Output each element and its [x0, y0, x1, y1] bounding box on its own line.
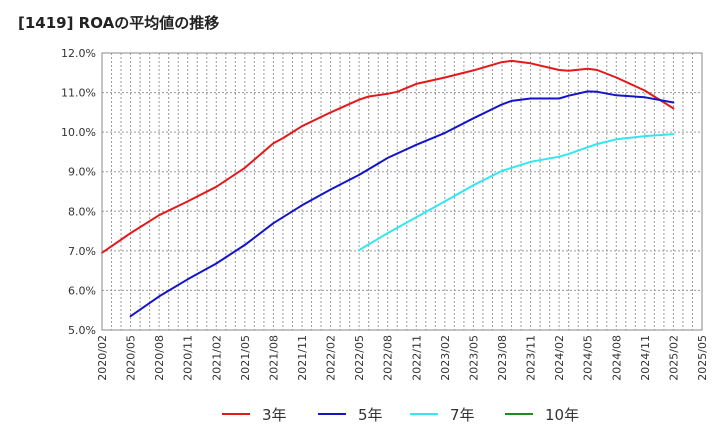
series-lines: [101, 59, 675, 318]
legend-label-7年: 7年: [450, 406, 475, 424]
legend-label-5年: 5年: [358, 406, 383, 424]
x-tick-label: 2023/05: [467, 335, 480, 381]
x-axis-ticks: 2020/02 2020/05 2020/08 2020/11 2021/02 2021/…: [96, 335, 709, 381]
y-tick-label: 10.0%: [61, 126, 96, 139]
x-tick-label: 2024/05: [582, 335, 595, 381]
y-axis-ticks: 5.0% 6.0% 7.0% 8.0% 9.0% 10.0% 11.0% 12.0%: [61, 47, 96, 337]
y-tick-label: 11.0%: [61, 87, 96, 100]
x-tick-label: 2024/02: [553, 335, 566, 381]
legend-label-3年: 3年: [262, 406, 287, 424]
x-tick-label: 2022/02: [325, 335, 338, 381]
x-tick-label: 2023/02: [439, 335, 452, 381]
x-tick-label: 2022/05: [353, 335, 366, 381]
legend: 3年 5年 7年 10年: [222, 406, 579, 424]
series-line-5年: [129, 90, 675, 318]
x-tick-label: 2021/11: [296, 335, 309, 381]
x-tick-label: 2021/08: [267, 335, 280, 381]
y-tick-label: 9.0%: [68, 166, 96, 179]
legend-label-10年: 10年: [545, 406, 579, 424]
x-tick-label: 2020/02: [96, 335, 109, 381]
x-tick-label: 2020/05: [125, 335, 138, 381]
x-tick-label: 2024/11: [639, 335, 652, 381]
x-tick-label: 2020/08: [153, 335, 166, 381]
series-line-7年: [358, 133, 675, 252]
x-tick-label: 2023/11: [525, 335, 538, 381]
x-tick-label: 2021/02: [210, 335, 223, 381]
y-tick-label: 6.0%: [68, 284, 96, 297]
series-line-3年: [101, 59, 675, 254]
y-tick-label: 8.0%: [68, 205, 96, 218]
x-tick-label: 2022/11: [410, 335, 423, 381]
x-tick-label: 2022/08: [382, 335, 395, 381]
y-tick-label: 5.0%: [68, 324, 96, 337]
chart-title: [1419] ROAの平均値の推移: [18, 14, 220, 32]
x-tick-label: 2025/02: [667, 335, 680, 381]
y-tick-label: 12.0%: [61, 47, 96, 60]
x-tick-label: 2025/05: [696, 335, 709, 381]
plot-frame: [101, 52, 703, 331]
x-tick-label: 2021/05: [239, 335, 252, 381]
y-tick-label: 7.0%: [68, 245, 96, 258]
x-tick-label: 2024/08: [610, 335, 623, 381]
x-tick-label: 2020/11: [182, 335, 195, 381]
x-tick-label: 2023/08: [496, 335, 509, 381]
